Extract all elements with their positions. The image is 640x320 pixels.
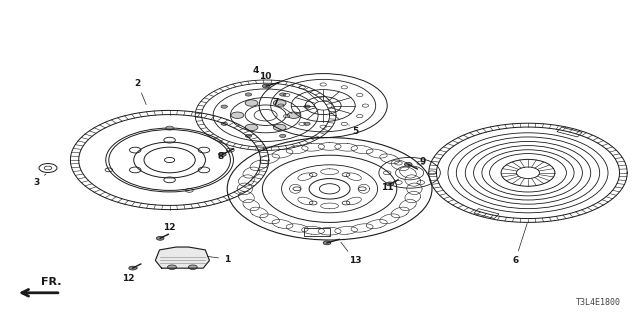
Circle shape — [231, 112, 244, 118]
Text: 6: 6 — [512, 223, 527, 265]
Circle shape — [287, 112, 300, 118]
Polygon shape — [156, 247, 209, 268]
Text: 11: 11 — [381, 181, 397, 192]
Text: FR.: FR. — [41, 277, 61, 287]
Text: T3L4E1800: T3L4E1800 — [576, 298, 621, 307]
Text: 10: 10 — [259, 72, 278, 83]
Text: 12: 12 — [122, 268, 138, 283]
Circle shape — [168, 265, 177, 269]
Text: 7: 7 — [272, 98, 292, 114]
Circle shape — [280, 93, 286, 96]
Circle shape — [129, 266, 136, 270]
Circle shape — [273, 124, 286, 131]
Bar — [557, 127, 582, 137]
Circle shape — [304, 105, 310, 108]
Text: 8: 8 — [218, 150, 230, 161]
Circle shape — [245, 124, 258, 131]
Text: 3: 3 — [33, 174, 46, 187]
Circle shape — [323, 241, 331, 245]
Circle shape — [218, 153, 226, 156]
Text: 12: 12 — [163, 223, 176, 235]
Text: 5: 5 — [349, 125, 358, 136]
Circle shape — [262, 84, 270, 88]
Circle shape — [221, 122, 227, 125]
Circle shape — [404, 163, 412, 166]
Circle shape — [245, 100, 258, 106]
Text: 4: 4 — [253, 66, 262, 78]
Circle shape — [221, 105, 227, 108]
Text: 2: 2 — [134, 79, 146, 105]
Text: 9: 9 — [416, 157, 426, 168]
Bar — [474, 209, 499, 219]
Circle shape — [188, 265, 197, 269]
Circle shape — [386, 182, 394, 186]
Circle shape — [156, 236, 164, 240]
Text: 13: 13 — [341, 242, 362, 265]
Circle shape — [304, 122, 310, 125]
Circle shape — [245, 93, 252, 96]
Circle shape — [245, 134, 252, 138]
Circle shape — [273, 100, 286, 106]
Circle shape — [280, 134, 286, 138]
Text: 1: 1 — [207, 255, 230, 264]
